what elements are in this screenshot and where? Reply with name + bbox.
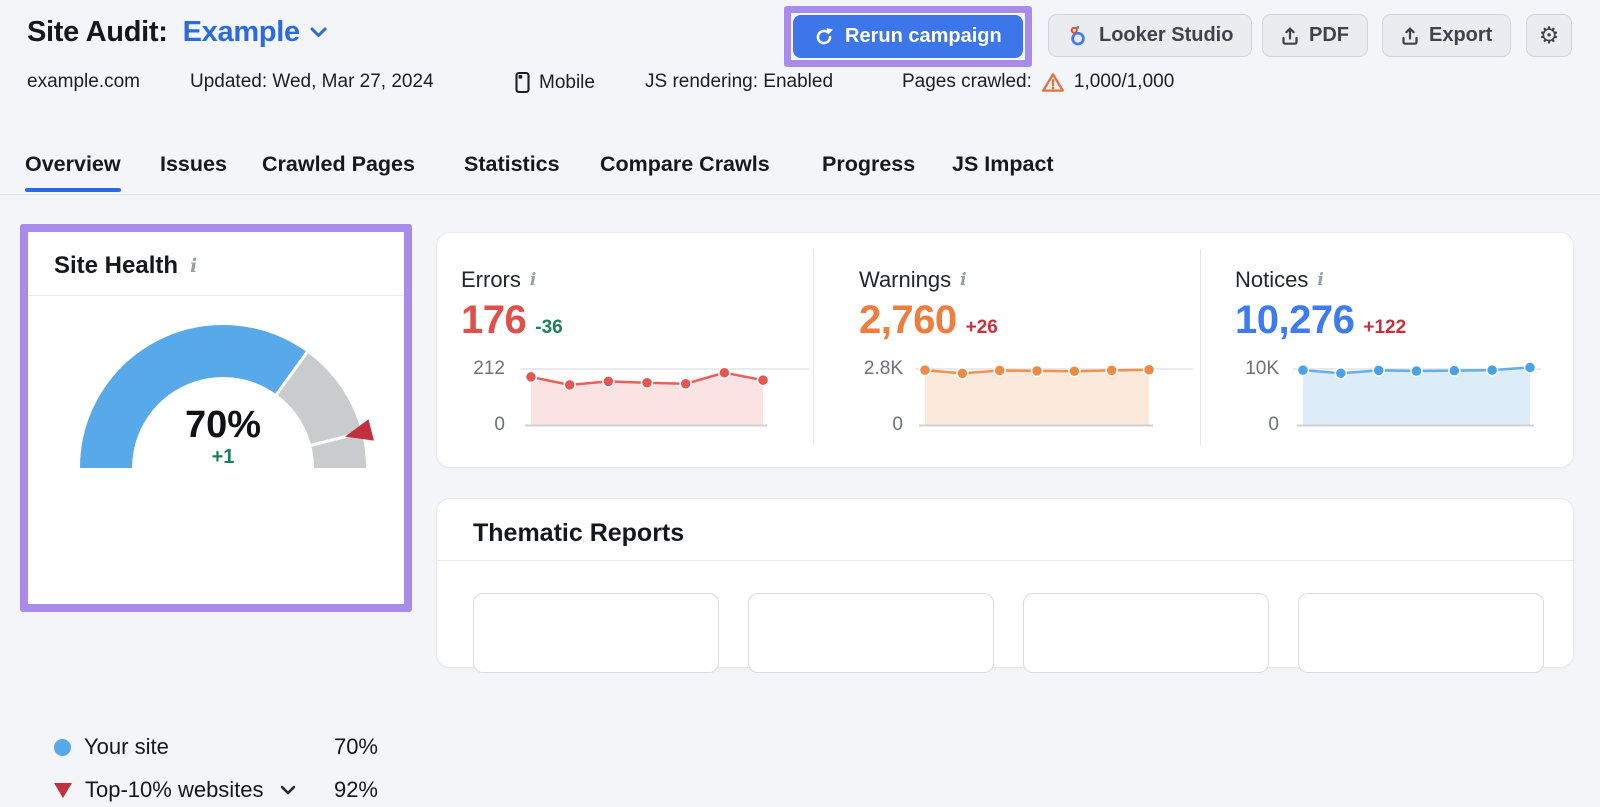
tabs-divider xyxy=(0,194,1600,195)
device-label: Mobile xyxy=(539,71,595,93)
errors-chart xyxy=(521,366,809,427)
info-icon[interactable]: i xyxy=(960,269,967,290)
notices-label: Notices xyxy=(1235,267,1309,292)
legend-row-top10[interactable]: Top-10% websites 92% xyxy=(54,773,378,807)
legend-label: Your site xyxy=(84,734,169,759)
warnings-sparkline: 2.8K 0 xyxy=(859,358,1193,437)
refresh-icon xyxy=(816,27,833,44)
warning-triangle-icon[interactable] xyxy=(1041,72,1065,93)
metric-warnings: Warnings i 2,760 +26 2.8K 0 xyxy=(859,267,1193,437)
red-triangle-down-icon xyxy=(54,782,72,798)
legend-value: 70% xyxy=(333,734,378,759)
column-divider xyxy=(813,249,814,445)
errors-label: Errors xyxy=(461,267,521,292)
rerun-campaign-label: Rerun campaign xyxy=(845,25,1002,47)
updated-label: Updated: Wed, Mar 27, 2024 xyxy=(190,71,434,92)
pages-crawled-label: Pages crawled: xyxy=(902,71,1032,92)
tab-overview[interactable]: Overview xyxy=(25,152,121,192)
project-selector[interactable]: Example xyxy=(183,16,327,49)
legend-value: 92% xyxy=(333,777,378,802)
pdf-button[interactable]: PDF xyxy=(1262,14,1368,57)
project-name[interactable]: Example xyxy=(182,16,300,48)
y-tick-max: 10K xyxy=(1245,358,1279,379)
thematic-report-tile[interactable] xyxy=(1023,593,1269,673)
campaign-meta-row: example.com Updated: Wed, Mar 27, 2024 M… xyxy=(0,71,1600,97)
tab-bar: Overview Issues Crawled Pages Statistics… xyxy=(0,152,1600,195)
export-button[interactable]: Export xyxy=(1382,14,1512,57)
tab-statistics[interactable]: Statistics xyxy=(464,152,560,176)
annotation-site-health-highlight: Site Health i 70% +1 Your site 70% Top-1… xyxy=(20,224,412,802)
metric-errors: Errors i 176 -36 212 0 xyxy=(461,267,811,437)
errors-value: 176 xyxy=(461,298,527,342)
issues-overview-card: Errors i 176 -36 212 0 Warnings i 2,760 … xyxy=(436,232,1574,468)
y-tick-zero: 0 xyxy=(494,414,505,435)
site-health-title: Site Health xyxy=(54,252,179,279)
y-tick-max: 2.8K xyxy=(863,358,903,379)
thematic-report-tile[interactable] xyxy=(473,593,719,673)
thematic-report-tile[interactable] xyxy=(1298,593,1544,673)
tab-issues[interactable]: Issues xyxy=(160,152,227,176)
info-icon[interactable]: i xyxy=(190,254,198,277)
thematic-report-tiles xyxy=(473,593,1544,673)
gear-icon: ⚙ xyxy=(1538,22,1560,48)
page-header: Site Audit: Example xyxy=(27,16,327,49)
looker-studio-button[interactable]: Looker Studio xyxy=(1048,14,1253,57)
settings-button[interactable]: ⚙ xyxy=(1526,14,1572,57)
errors-delta: -36 xyxy=(535,317,563,338)
tab-progress[interactable]: Progress xyxy=(822,152,916,176)
thematic-reports-title: Thematic Reports xyxy=(473,519,685,547)
card-divider xyxy=(28,295,404,296)
chevron-down-icon xyxy=(310,27,327,37)
card-divider xyxy=(437,560,1573,561)
info-icon[interactable]: i xyxy=(529,269,537,290)
notices-chart xyxy=(1293,361,1541,427)
gauge-delta: +1 xyxy=(212,446,235,468)
warnings-chart xyxy=(915,363,1193,427)
legend-row-your-site: Your site 70% xyxy=(54,730,378,764)
notices-value: 10,276 xyxy=(1235,298,1355,342)
info-icon[interactable]: i xyxy=(1317,269,1324,290)
mobile-phone-icon xyxy=(515,71,530,94)
looker-studio-label: Looker Studio xyxy=(1099,24,1234,46)
export-label: Export xyxy=(1429,24,1493,46)
thematic-report-tile[interactable] xyxy=(748,593,994,673)
rerun-campaign-button[interactable]: Rerun campaign xyxy=(793,15,1023,58)
warnings-label: Warnings xyxy=(859,267,952,292)
y-tick-zero: 0 xyxy=(892,414,903,435)
domain-label: example.com xyxy=(27,71,140,92)
upload-icon xyxy=(1282,27,1298,45)
warnings-delta: +26 xyxy=(965,317,998,338)
metric-notices: Notices i 10,276 +122 10K 0 xyxy=(1235,267,1553,437)
thematic-reports-card: Thematic Reports xyxy=(436,498,1574,673)
y-tick-max: 212 xyxy=(473,358,505,379)
pages-crawled-value: 1,000/1,000 xyxy=(1073,71,1175,92)
y-tick-zero: 0 xyxy=(1268,414,1279,435)
looker-studio-icon xyxy=(1070,25,1085,45)
legend-label: Top-10% websites xyxy=(85,777,264,802)
site-health-legend: Your site 70% Top-10% websites 92% xyxy=(28,730,404,807)
notices-delta: +122 xyxy=(1363,317,1407,338)
upload-icon xyxy=(1402,27,1418,45)
tab-crawled-pages[interactable]: Crawled Pages xyxy=(262,152,415,176)
warnings-value: 2,760 xyxy=(859,298,957,342)
pdf-label: PDF xyxy=(1309,24,1349,46)
device-item: Mobile xyxy=(515,71,595,94)
tab-compare-crawls[interactable]: Compare Crawls xyxy=(600,152,770,176)
tab-js-impact[interactable]: JS Impact xyxy=(952,152,1054,176)
site-health-card: Site Health i 70% +1 Your site 70% Top-1… xyxy=(28,232,404,802)
page-title: Site Audit: xyxy=(27,16,168,48)
blue-dot-icon xyxy=(54,738,71,756)
js-rendering-label: JS rendering: Enabled xyxy=(645,71,834,92)
column-divider xyxy=(1200,249,1201,445)
chevron-down-icon[interactable] xyxy=(280,785,296,795)
notices-sparkline: 10K 0 xyxy=(1235,359,1553,437)
site-health-gauge: 70% +1 xyxy=(80,325,374,469)
annotation-rerun-highlight: Rerun campaign xyxy=(784,6,1032,67)
pages-crawled-item: Pages crawled: 1,000/1,000 xyxy=(902,71,1174,93)
gauge-score: 70% xyxy=(185,404,261,446)
errors-sparkline: 212 0 xyxy=(461,359,811,437)
